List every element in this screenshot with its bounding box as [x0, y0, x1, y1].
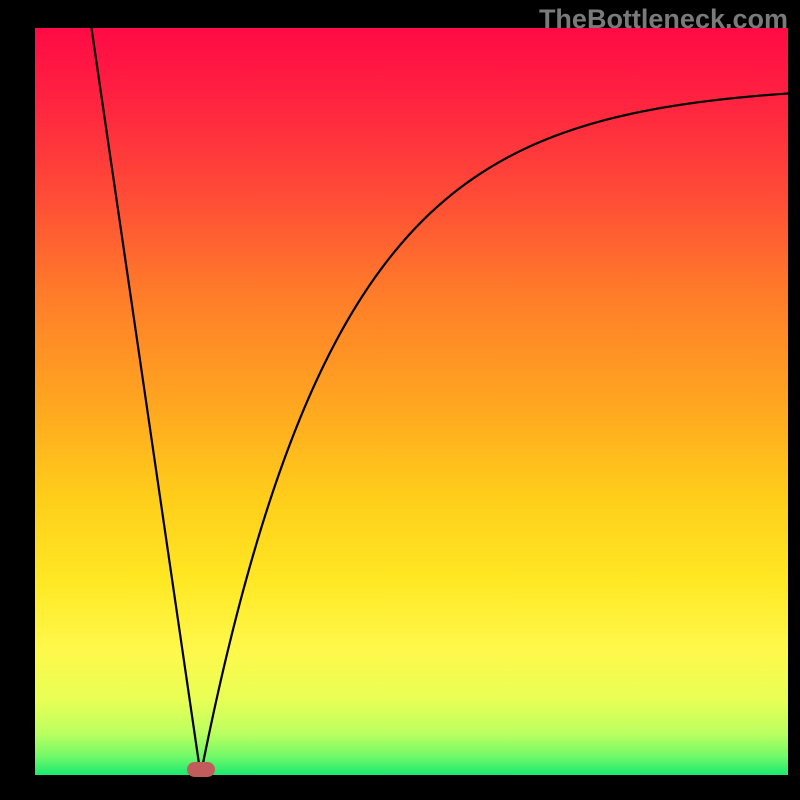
curve-path [91, 28, 788, 775]
bottleneck-curve [0, 0, 800, 800]
optimum-marker [187, 762, 215, 777]
figure-container: TheBottleneck.com [0, 0, 800, 800]
watermark-text: TheBottleneck.com [539, 4, 788, 35]
